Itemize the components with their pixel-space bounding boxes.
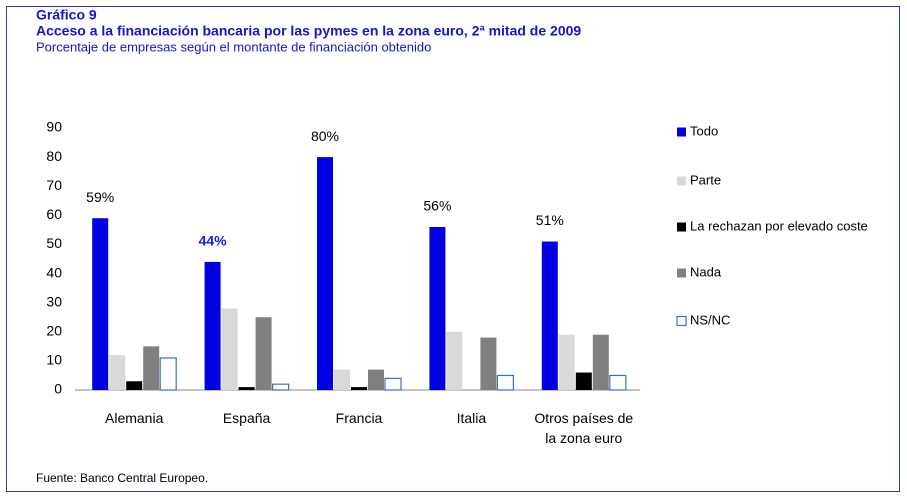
data-label: 51%	[536, 212, 564, 228]
bar	[575, 372, 592, 390]
legend-swatch	[677, 222, 686, 232]
bar	[592, 334, 609, 390]
bar	[558, 334, 575, 390]
bar	[334, 369, 350, 390]
source: Fuente: Banco Central Europeo.	[36, 471, 208, 485]
x-tick-label: España	[222, 410, 271, 426]
legend-label: NS/NC	[690, 312, 730, 327]
bar	[429, 226, 446, 390]
y-tick-label: 0	[54, 381, 62, 397]
legend-swatch	[676, 315, 687, 327]
legend-swatch	[677, 268, 686, 278]
data-label: 80%	[311, 128, 339, 144]
bar	[109, 355, 126, 390]
bar	[92, 218, 109, 390]
data-label: 56%	[423, 198, 451, 214]
frame	[6, 6, 900, 492]
x-tick-label: Alemania	[105, 410, 164, 426]
y-tick-label: 40	[46, 264, 62, 280]
y-tick-label: 60	[46, 206, 62, 222]
bar	[221, 308, 238, 390]
x-tick-label: Otros países de la zona euro	[534, 410, 634, 446]
x-tick-label: Francia	[335, 410, 383, 426]
legend-label: Nada	[690, 264, 722, 279]
y-tick-label: 80	[46, 148, 62, 164]
bar	[541, 241, 558, 390]
data-label: 44%	[199, 233, 228, 249]
bar	[255, 317, 272, 390]
y-tick-label: 10	[46, 352, 62, 368]
y-tick-label: 90	[46, 119, 62, 135]
y-tick-label: 70	[46, 177, 62, 193]
bar	[159, 357, 177, 391]
bar	[126, 381, 143, 390]
legend-label: Todo	[690, 123, 718, 138]
x-tick-label: Italia	[456, 410, 487, 426]
data-label: 59%	[86, 189, 114, 205]
chart-description: Porcentaje de empresas según el montante…	[36, 39, 431, 54]
bar	[272, 383, 290, 391]
bar	[351, 387, 367, 390]
bar	[384, 377, 402, 391]
bar	[368, 369, 384, 390]
bar	[480, 337, 497, 390]
bar	[446, 331, 463, 390]
bar	[609, 374, 627, 391]
legend-label: La rechazan por elevado coste	[690, 218, 868, 233]
bar	[317, 157, 333, 390]
bar	[496, 374, 514, 391]
bar	[143, 346, 160, 390]
y-tick-label: 30	[46, 293, 62, 309]
y-tick-label: 20	[46, 322, 62, 338]
chart-title: Gráfico 9	[36, 7, 97, 23]
legend-swatch	[677, 127, 686, 137]
chart-subtitle: Acceso a la financiación bancaria por la…	[36, 23, 581, 39]
legend-label: Parte	[690, 172, 721, 187]
bar	[238, 387, 255, 390]
legend-swatch	[677, 176, 686, 186]
bar	[204, 261, 221, 390]
y-tick-label: 50	[46, 235, 62, 251]
